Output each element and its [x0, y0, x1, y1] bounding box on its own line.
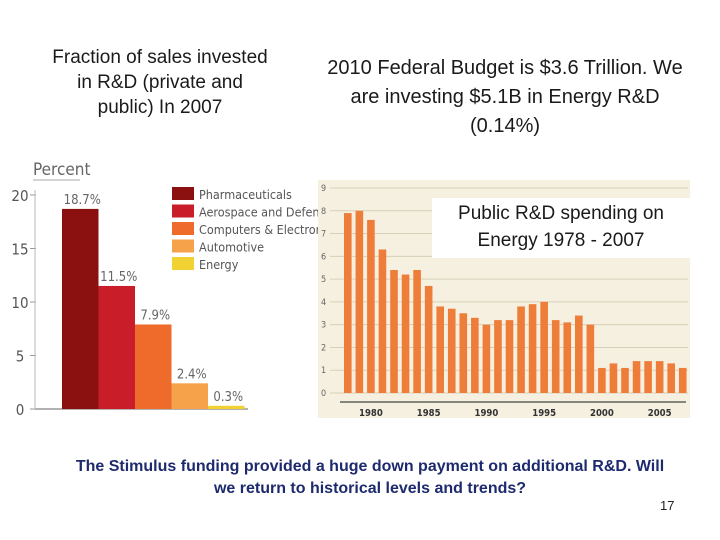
- x-tick-label: 1990: [475, 408, 499, 419]
- legend-swatch: [172, 222, 194, 235]
- x-tick-label: 1985: [417, 408, 441, 419]
- bar-year-1993: [517, 306, 525, 393]
- bar-year-1998: [575, 315, 583, 393]
- y-tick-label: 9: [321, 184, 326, 194]
- bar-value-label: 18.7%: [64, 193, 101, 208]
- bar-year-2004: [644, 361, 652, 393]
- bar-value-label: 7.9%: [140, 308, 170, 323]
- bar-year-2001: [609, 363, 618, 393]
- left-chart-title: Fraction of sales invested in R&D (priva…: [52, 47, 268, 118]
- y-tick-label: 0: [16, 401, 25, 419]
- footer-question: The Stimulus funding provided a huge dow…: [75, 458, 665, 497]
- bar-year-1987: [447, 308, 456, 393]
- bar-year-1982: [390, 270, 398, 393]
- bar-year-2000: [598, 367, 606, 393]
- bar-year-1980: [367, 219, 375, 393]
- y-tick-label: 1: [321, 366, 326, 376]
- y-tick-label: 5: [321, 275, 326, 285]
- bar-energy: [208, 405, 245, 409]
- bar-year-1990: [482, 324, 491, 393]
- y-tick-label: 3: [321, 321, 326, 331]
- budget-headline: 2010 Federal Budget is $3.6 Trillion. We…: [327, 57, 683, 137]
- bar-year-1978: [344, 213, 352, 393]
- y-tick-label: 0: [321, 389, 326, 399]
- y-tick-label: 7: [321, 230, 326, 240]
- legend-swatch: [172, 257, 194, 270]
- bar-value-label: 11.5%: [100, 270, 137, 285]
- bar-year-1991: [494, 320, 502, 393]
- bar-year-1992: [505, 320, 514, 393]
- bar-year-2005: [655, 361, 664, 393]
- legend-swatch: [172, 204, 194, 218]
- y-tick-label: 4: [321, 298, 326, 308]
- legend-label: Pharmaceuticals: [199, 187, 292, 202]
- bar-value-label: 2.4%: [177, 367, 207, 382]
- y-tick-label: 15: [11, 241, 28, 259]
- bar-year-1994: [528, 304, 537, 393]
- bar-year-2002: [621, 367, 629, 393]
- bar-year-2007: [678, 367, 687, 393]
- y-tick-label: 5: [16, 348, 25, 366]
- bar-year-1984: [413, 270, 421, 393]
- x-tick-label: 2005: [648, 408, 672, 419]
- bar-year-2006: [667, 363, 675, 393]
- page-number: 17: [660, 498, 675, 513]
- y-tick-label: 8: [321, 207, 326, 217]
- y-tick-label: 10: [11, 294, 28, 312]
- legend-label: Energy: [199, 257, 239, 272]
- bar-year-2003: [632, 361, 641, 393]
- bar-year-1985: [424, 285, 433, 393]
- legend-swatch: [172, 239, 194, 253]
- bar-year-1995: [540, 301, 548, 393]
- bar-year-1999: [586, 324, 595, 393]
- bar-automotive: [171, 383, 208, 409]
- bar-year-1989: [471, 317, 479, 393]
- bar-computers-electronics: [135, 324, 172, 409]
- y-tick-label: 2: [321, 343, 326, 353]
- y-tick-label: 6: [321, 252, 326, 262]
- bar-year-1988: [459, 313, 468, 393]
- legend-label: Aerospace and Defense: [199, 205, 332, 220]
- bar-year-1983: [401, 274, 410, 393]
- x-tick-label: 1995: [532, 408, 556, 419]
- legend-swatch: [172, 187, 194, 200]
- bar-year-1996: [551, 320, 560, 393]
- bar-year-1981: [378, 249, 387, 393]
- bar-year-1979: [355, 210, 364, 393]
- y-axis-label: Percent: [33, 160, 90, 180]
- x-tick-label: 2000: [590, 408, 614, 419]
- x-tick-label: 1980: [359, 408, 383, 419]
- bar-pharmaceuticals: [62, 208, 99, 409]
- bar-year-1997: [563, 322, 572, 393]
- bar-value-label: 0.3%: [213, 390, 243, 405]
- y-tick-label: 20: [11, 187, 28, 205]
- bar-aerospace-and-defense: [98, 285, 135, 409]
- legend-label: Computers & Electronics: [199, 222, 338, 237]
- inset-chart-title: Public R&D spending on Energy 1978 - 200…: [432, 198, 690, 258]
- bar-year-1986: [436, 306, 444, 393]
- legend-label: Automotive: [199, 240, 264, 255]
